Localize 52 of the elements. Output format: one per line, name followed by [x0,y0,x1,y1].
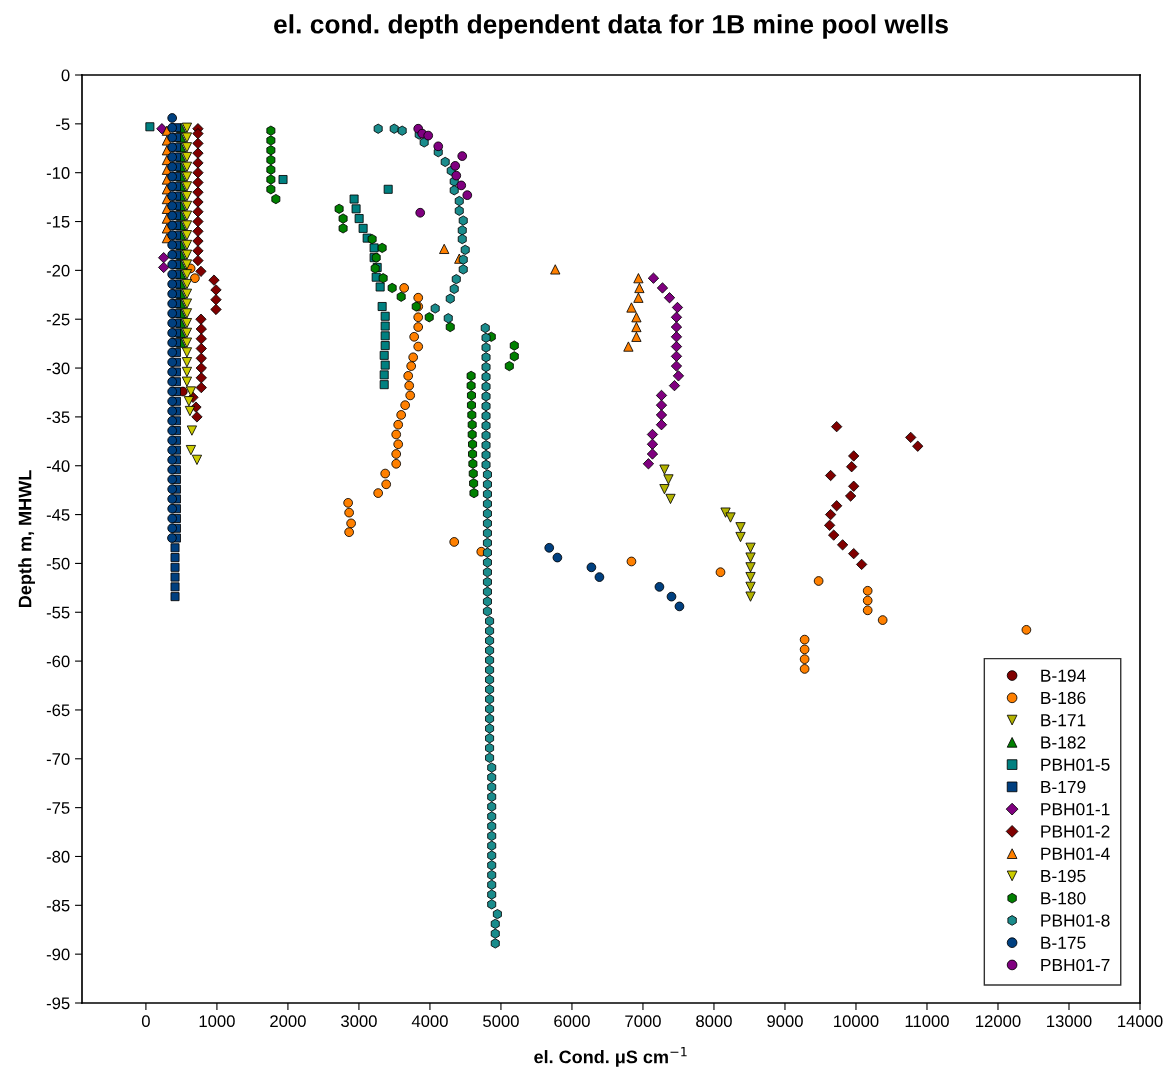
x-tick-label: 6000 [554,1015,590,1028]
x-tick-label: 5000 [483,1015,519,1028]
x-tick-label: 2000 [270,1015,306,1028]
x-tick-label: 0 [141,1015,150,1028]
x-axis-title: el. Cond. μS cm$^{−1}$ [534,1047,687,1067]
y-tick-label: -65 [46,704,70,717]
legend-label: B-195 [1041,869,1086,883]
legend-label: B-179 [1041,780,1086,794]
y-tick-label: -75 [46,802,70,814]
legend-label: PBH01-2 [1041,825,1110,838]
x-tick-label: 12000 [976,1015,1021,1028]
legend-label: B-186 [1041,691,1086,705]
legend-label: B-171 [1041,714,1086,727]
legend-label: PBH01-8 [1041,914,1110,927]
legend-label: B-180 [1041,892,1086,905]
legend-label: B-182 [1041,736,1086,749]
legend-label: PBH01-7 [1041,958,1110,972]
y-tick-label: -40 [46,460,70,472]
y-tick-label: -5 [56,118,70,131]
x-tick-label: 3000 [341,1015,377,1028]
y-tick-label: -15 [46,216,70,228]
y-tick-label: -85 [46,899,70,912]
y-axis-title: Depth m, MHWL [18,470,35,607]
x-tick-label: 4000 [411,1015,448,1028]
x-tick-label: 11000 [905,1015,949,1028]
y-tick-label: -35 [46,411,70,424]
x-tick-label: 1000 [199,1015,235,1028]
legend-label: B-194 [1041,669,1086,682]
x-tick-label: 8000 [696,1015,732,1028]
x-tick-label: 13000 [1047,1015,1092,1028]
y-tick-label: -80 [46,850,70,863]
x-tick-label: 9000 [767,1015,803,1028]
legend-label: PBH01-1 [1041,803,1110,816]
y-tick-label: -25 [46,313,70,326]
y-tick-label: -10 [46,167,70,179]
y-tick-label: -20 [46,264,70,277]
legend-label: PBH01-5 [1041,758,1110,771]
y-tick-label: -30 [46,362,70,375]
y-tick-label: -70 [46,753,70,765]
y-tick-label: -45 [46,509,70,521]
y-tick-label: -55 [46,606,70,619]
chart-title: el. cond. depth dependent data for 1B mine pool wells [274,14,948,39]
y-tick-label: 0 [61,69,70,82]
x-tick-label: 10000 [834,1015,879,1028]
x-tick-label: 14000 [1118,1015,1163,1028]
y-tick-label: -60 [46,655,70,668]
x-tick-label: 7000 [625,1015,661,1028]
legend-label: PBH01-4 [1041,847,1110,860]
legend-label: B-175 [1041,936,1086,949]
y-tick-label: -95 [46,997,70,1010]
y-tick-label: -90 [46,948,70,961]
y-tick-label: -50 [46,557,70,570]
